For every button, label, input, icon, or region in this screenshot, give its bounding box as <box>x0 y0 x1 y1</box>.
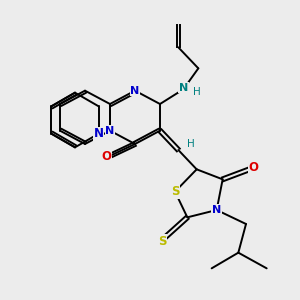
Text: N: N <box>94 127 104 140</box>
Text: S: S <box>158 235 166 248</box>
Text: O: O <box>248 161 258 174</box>
Text: N: N <box>105 126 115 136</box>
Text: N: N <box>130 86 140 96</box>
Text: H: H <box>187 139 195 149</box>
Text: H: H <box>194 87 201 97</box>
Text: S: S <box>171 185 179 198</box>
Text: N: N <box>179 83 188 93</box>
Text: N: N <box>212 205 221 215</box>
Text: O: O <box>102 150 112 163</box>
